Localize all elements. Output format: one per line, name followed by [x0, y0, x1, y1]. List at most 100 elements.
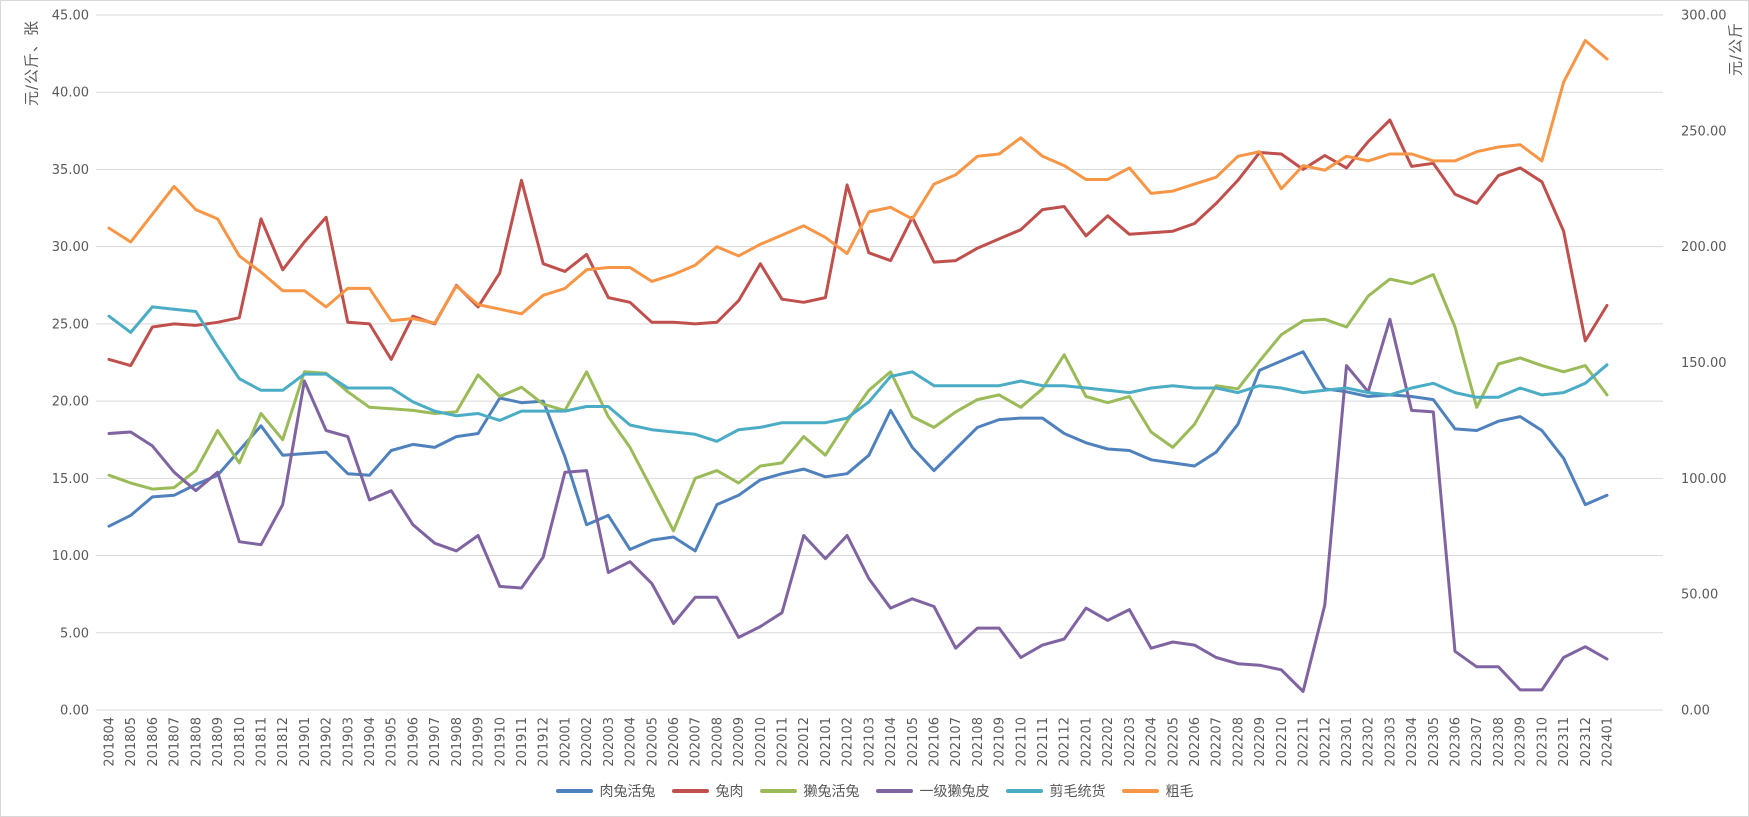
series-line-一级獭兔皮	[107, 317, 1609, 693]
x-axis-label: 202109	[993, 717, 1008, 767]
x-axis-label: 202306	[1449, 717, 1464, 767]
x-axis-label: 201808	[189, 717, 204, 767]
x-axis-label: 201804	[103, 717, 118, 767]
x-axis-label: 202301	[1340, 717, 1355, 767]
legend-swatch-獭兔活兔	[759, 789, 797, 793]
y-axis-left-tick-labels: 0.00 5.00 10.00 15.00 20.00 25.00 30.00 35.00 40…	[52, 9, 89, 719]
y-axis-right-tick-label: 250.00	[1681, 124, 1727, 139]
x-axis-label: 202105	[906, 717, 921, 767]
legend-item-剪毛统货: 剪毛统货	[1005, 781, 1106, 801]
x-axis-label: 201903	[341, 717, 356, 767]
x-axis-label: 202212	[1318, 717, 1333, 767]
x-axis-labels: 201804 201805 201806 201807 201808 201809 2018…	[103, 717, 1616, 767]
y-axis-left-tick-label: 40.00	[52, 86, 89, 101]
y-axis-left-tick-label: 25.00	[52, 317, 89, 332]
x-axis-label: 202001	[558, 717, 573, 767]
y-axis-left-tick-label: 30.00	[52, 240, 89, 255]
x-axis-label: 202010	[754, 717, 769, 767]
x-axis-label: 201911	[515, 717, 530, 767]
legend-item-兔肉: 兔肉	[671, 781, 744, 801]
x-axis-label: 202007	[689, 717, 704, 767]
x-axis-label: 202012	[797, 717, 812, 767]
x-axis-label: 201904	[363, 717, 378, 767]
series-line-獭兔活兔	[107, 273, 1609, 533]
x-axis-label: 202002	[580, 717, 595, 767]
x-axis-label: 202201	[1079, 717, 1094, 767]
y-axis-right-tick-label: 200.00	[1681, 240, 1727, 255]
x-axis-label: 201805	[124, 717, 139, 767]
x-axis-label: 202006	[667, 717, 682, 767]
right-axis-title: 元/公斤	[1726, 21, 1745, 77]
y-axis-left-tick-label: 20.00	[52, 395, 89, 410]
legend-item-肉兔活兔: 肉兔活兔	[555, 781, 656, 801]
x-axis-label: 201811	[254, 717, 269, 767]
x-axis-label: 202104	[884, 717, 899, 767]
y-axis-right-tick-labels: 0.00 50.00 100.00 150.00 200.00 250.00 300.00	[1681, 9, 1727, 719]
x-axis-label: 202103	[862, 717, 877, 767]
x-axis-label: 202204	[1145, 717, 1160, 767]
legend-item-一级獭兔皮: 一级獭兔皮	[875, 781, 990, 801]
x-axis-label: 202011	[776, 717, 791, 767]
x-axis-label: 202108	[971, 717, 986, 767]
x-axis-label: 202305	[1427, 717, 1442, 767]
legend-label: 一级獭兔皮	[919, 784, 990, 800]
y-axis-right-tick-label: 100.00	[1681, 472, 1727, 487]
y-axis-left-tick-label: 15.00	[52, 472, 89, 487]
legend-label: 獭兔活兔	[803, 784, 860, 800]
legend-label: 剪毛统货	[1049, 784, 1106, 800]
x-axis-label: 202107	[949, 717, 964, 767]
x-axis-label: 202304	[1405, 717, 1420, 767]
x-axis-label: 202111	[1036, 717, 1051, 767]
x-axis-label: 202309	[1514, 717, 1529, 767]
x-axis-label: 202310	[1535, 717, 1550, 767]
x-axis-label: 202004	[624, 717, 639, 767]
x-axis-label: 202101	[819, 717, 834, 767]
legend-swatch-一级獭兔皮	[875, 789, 913, 793]
x-axis-label: 202005	[645, 717, 660, 767]
x-axis-label: 202110	[1014, 717, 1029, 767]
x-axis-label: 202210	[1275, 717, 1290, 767]
x-axis-label: 202311	[1557, 717, 1572, 767]
y-axis-right-tick-label: 150.00	[1681, 356, 1727, 371]
x-axis-label: 202202	[1101, 717, 1116, 767]
x-axis-label: 202009	[732, 717, 747, 767]
y-axis-left-tick-label: 10.00	[52, 549, 89, 564]
chart-legend: 肉兔活兔 兔肉 獭兔活兔 一级獭兔皮 剪毛统货 粗毛	[1, 781, 1748, 801]
x-axis-label: 202308	[1492, 717, 1507, 767]
x-axis-label: 202206	[1188, 717, 1203, 767]
x-axis-label: 202003	[602, 717, 617, 767]
x-axis-label: 201809	[211, 717, 226, 767]
x-axis-label: 202209	[1253, 717, 1268, 767]
series-line-兔肉	[107, 118, 1609, 368]
x-axis-label: 201806	[146, 717, 161, 767]
left-axis-title: 元/公斤、张	[22, 19, 41, 107]
x-axis-label: 202102	[841, 717, 856, 767]
x-axis-label: 202312	[1579, 717, 1594, 767]
series-line-肉兔活兔	[107, 350, 1609, 553]
x-axis-label: 201807	[168, 717, 183, 767]
legend-item-獭兔活兔: 獭兔活兔	[759, 781, 860, 801]
series-line-粗毛	[107, 39, 1609, 325]
y-axis-left-tick-label: 5.00	[60, 626, 89, 641]
x-axis-label: 202307	[1470, 717, 1485, 767]
legend-swatch-剪毛统货	[1005, 789, 1043, 793]
legend-swatch-兔肉	[671, 789, 709, 793]
legend-label: 兔肉	[715, 784, 744, 800]
y-axis-left-tick-label: 35.00	[52, 163, 89, 178]
x-axis-label: 201902	[320, 717, 335, 767]
x-axis-label: 201810	[233, 717, 248, 767]
x-axis-label: 202208	[1231, 717, 1246, 767]
y-axis-right-tick-label: 50.00	[1681, 588, 1718, 603]
x-axis-label: 202112	[1058, 717, 1073, 767]
x-axis-label: 202211	[1297, 717, 1312, 767]
x-axis-label: 202302	[1362, 717, 1377, 767]
x-axis-label: 201907	[428, 717, 443, 767]
legend-swatch-肉兔活兔	[555, 789, 593, 793]
x-axis-label: 201905	[385, 717, 400, 767]
gridlines	[96, 14, 1663, 711]
legend-label: 粗毛	[1165, 784, 1194, 800]
x-axis-label: 201812	[276, 717, 291, 767]
x-axis-label: 201908	[450, 717, 465, 767]
